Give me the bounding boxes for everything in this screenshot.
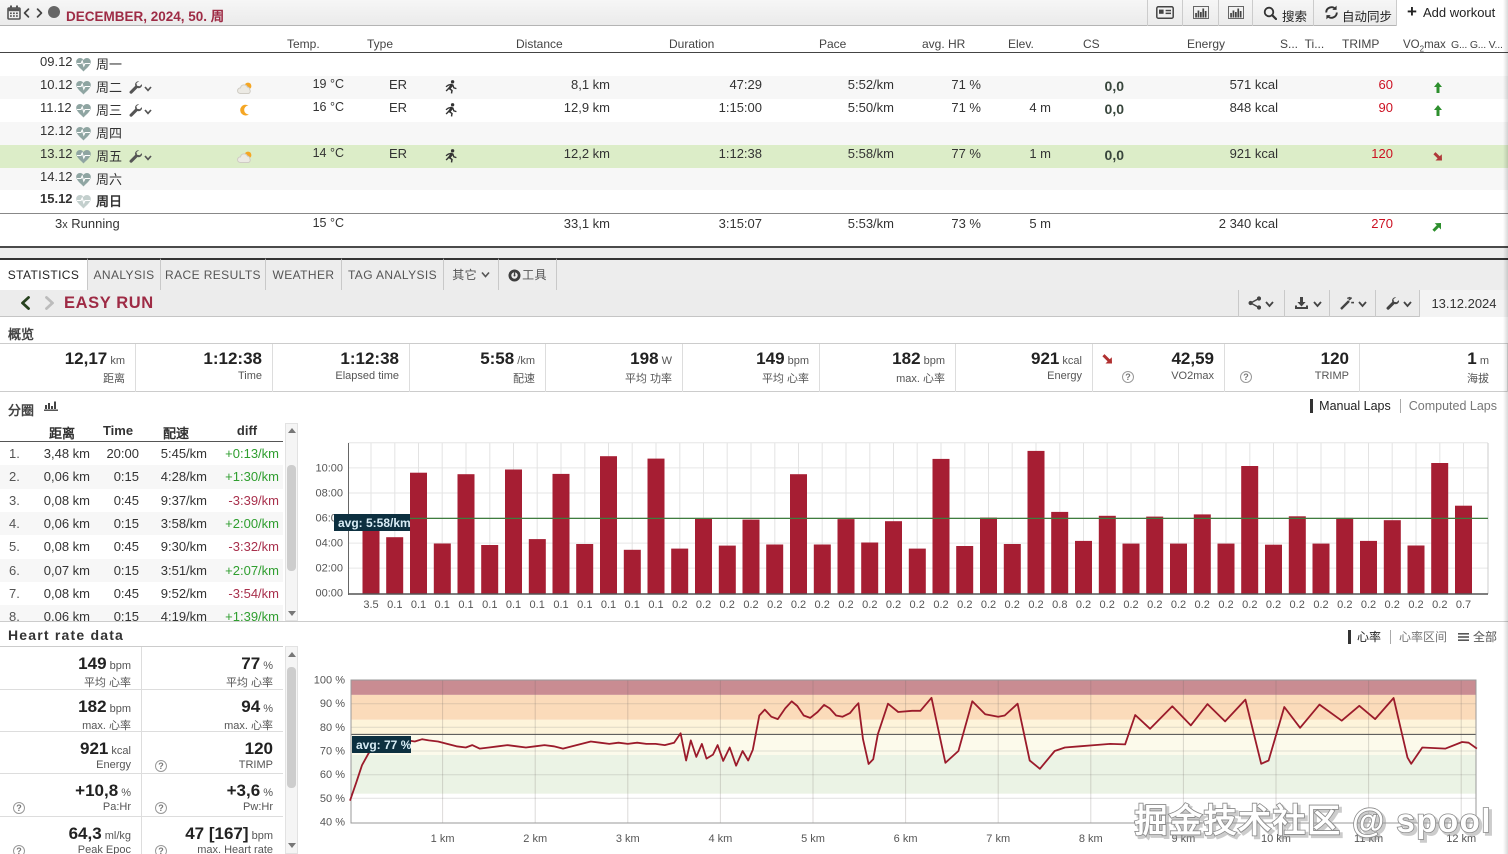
svg-text:0.2: 0.2 <box>1147 599 1162 611</box>
svg-text:0.1: 0.1 <box>411 599 426 611</box>
svg-text:0.2: 0.2 <box>886 599 901 611</box>
svg-text:12 km: 12 km <box>1446 833 1476 845</box>
svg-text:0.2: 0.2 <box>1123 599 1138 611</box>
svg-text:掘金技术社区 @ spool: 掘金技术社区 @ spool <box>1137 805 1495 842</box>
svg-text:0.2: 0.2 <box>981 599 996 611</box>
svg-text:0.2: 0.2 <box>1218 599 1233 611</box>
svg-text:00:00: 00:00 <box>315 588 343 600</box>
svg-text:0.2: 0.2 <box>1408 599 1423 611</box>
svg-text:0.2: 0.2 <box>767 599 782 611</box>
svg-text:0.2: 0.2 <box>1290 599 1305 611</box>
svg-text:0.2: 0.2 <box>910 599 925 611</box>
svg-text:0.1: 0.1 <box>625 599 640 611</box>
svg-text:2 km: 2 km <box>523 833 547 845</box>
svg-text:0.2: 0.2 <box>933 599 948 611</box>
svg-text:6 km: 6 km <box>894 833 918 845</box>
svg-text:90 %: 90 % <box>320 698 345 710</box>
svg-text:0.2: 0.2 <box>838 599 853 611</box>
svg-text:7 km: 7 km <box>986 833 1010 845</box>
svg-text:0.1: 0.1 <box>435 599 450 611</box>
svg-text:02:00: 02:00 <box>315 563 343 575</box>
svg-text:70 %: 70 % <box>320 746 345 758</box>
svg-text:0.2: 0.2 <box>1266 599 1281 611</box>
svg-text:0.1: 0.1 <box>530 599 545 611</box>
svg-text:0.1: 0.1 <box>601 599 616 611</box>
svg-text:60 %: 60 % <box>320 769 345 781</box>
svg-text:100 %: 100 % <box>314 675 345 687</box>
svg-text:50 %: 50 % <box>320 793 345 805</box>
svg-text:0.2: 0.2 <box>815 599 830 611</box>
svg-text:0.2: 0.2 <box>1005 599 1020 611</box>
svg-text:0.1: 0.1 <box>482 599 497 611</box>
svg-text:11 km: 11 km <box>1354 833 1383 845</box>
svg-text:0.8: 0.8 <box>1052 599 1067 611</box>
svg-text:avg: 77 %: avg: 77 % <box>356 738 412 752</box>
svg-text:0.2: 0.2 <box>1313 599 1328 611</box>
svg-text:0.1: 0.1 <box>577 599 592 611</box>
svg-text:1 km: 1 km <box>431 833 455 845</box>
svg-text:0.1: 0.1 <box>387 599 402 611</box>
svg-text:0.2: 0.2 <box>672 599 687 611</box>
svg-text:0.1: 0.1 <box>506 599 521 611</box>
svg-text:0.2: 0.2 <box>1361 599 1376 611</box>
svg-text:0.2: 0.2 <box>1076 599 1091 611</box>
svg-text:3 km: 3 km <box>616 833 640 845</box>
svg-text:10 km: 10 km <box>1261 833 1291 845</box>
svg-text:0.2: 0.2 <box>1171 599 1186 611</box>
svg-text:0.2: 0.2 <box>862 599 877 611</box>
svg-text:04:00: 04:00 <box>315 538 343 550</box>
svg-text:0.2: 0.2 <box>1195 599 1210 611</box>
svg-text:80 %: 80 % <box>320 722 345 734</box>
svg-text:08:00: 08:00 <box>315 488 343 500</box>
svg-text:0.2: 0.2 <box>957 599 972 611</box>
svg-text:0.2: 0.2 <box>743 599 758 611</box>
svg-text:0.1: 0.1 <box>458 599 473 611</box>
svg-text:0.2: 0.2 <box>720 599 735 611</box>
svg-text:0.2: 0.2 <box>1385 599 1400 611</box>
svg-text:0.7: 0.7 <box>1456 599 1471 611</box>
svg-text:0.2: 0.2 <box>696 599 711 611</box>
svg-text:掘金技术社区 @ spool: 掘金技术社区 @ spool <box>1134 802 1492 839</box>
svg-text:9 km: 9 km <box>1171 833 1195 845</box>
svg-text:4 km: 4 km <box>708 833 732 845</box>
svg-text:3.5: 3.5 <box>363 599 378 611</box>
svg-text:0.2: 0.2 <box>791 599 806 611</box>
svg-text:0.2: 0.2 <box>1100 599 1115 611</box>
svg-text:avg: 5:58/km: avg: 5:58/km <box>338 516 411 530</box>
svg-text:8 km: 8 km <box>1079 833 1103 845</box>
svg-text:0.2: 0.2 <box>1028 599 1043 611</box>
svg-text:0.2: 0.2 <box>1242 599 1257 611</box>
svg-text:0.2: 0.2 <box>1432 599 1447 611</box>
svg-text:0.1: 0.1 <box>648 599 663 611</box>
svg-text:5 km: 5 km <box>801 833 825 845</box>
svg-text:40 %: 40 % <box>320 817 345 829</box>
svg-text:0.2: 0.2 <box>1337 599 1352 611</box>
svg-text:0.1: 0.1 <box>553 599 568 611</box>
svg-text:10:00: 10:00 <box>315 462 343 474</box>
